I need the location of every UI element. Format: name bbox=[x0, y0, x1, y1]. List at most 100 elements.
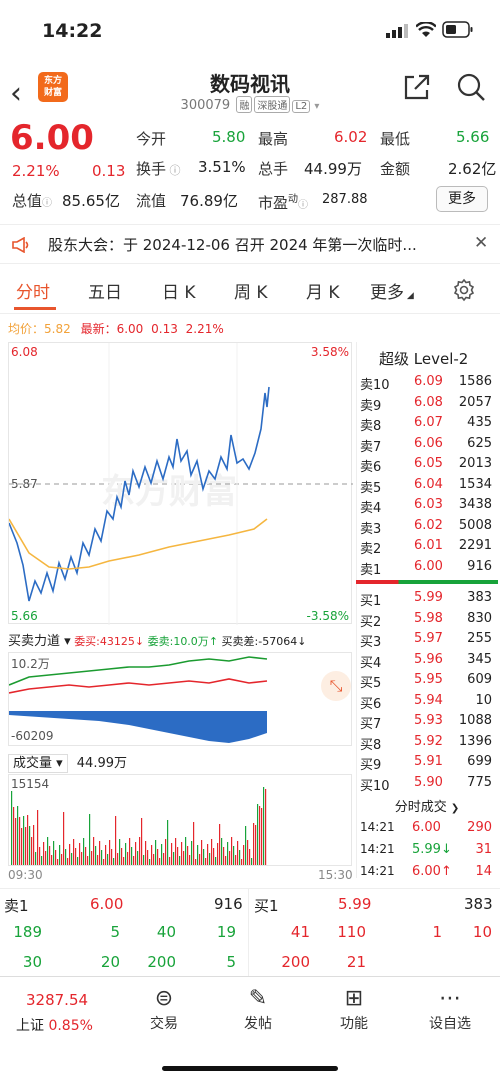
volume-bar bbox=[217, 843, 219, 865]
tab-function[interactable]: ⊞ 功能 bbox=[314, 985, 394, 1033]
volume-bar bbox=[131, 847, 133, 865]
tab-more[interactable]: 更多 ◢ bbox=[370, 283, 414, 303]
ask-row[interactable]: 卖6 6.05 2013 bbox=[360, 456, 496, 477]
tick-volume: 31 bbox=[475, 842, 492, 857]
open-label: 今开 bbox=[136, 130, 167, 148]
expand-icon[interactable]: ⤡ bbox=[321, 671, 351, 701]
tab-daily-k[interactable]: 日 K bbox=[162, 283, 196, 303]
tag-connect: 深股通 bbox=[254, 96, 291, 113]
sell-depth-value: 5 bbox=[226, 953, 236, 971]
ask-row[interactable]: 卖3 6.02 5008 bbox=[360, 518, 496, 539]
dropdown-caret-icon[interactable]: ▾ bbox=[314, 101, 320, 112]
volume-bar bbox=[199, 854, 201, 865]
amount-label: 金额 bbox=[380, 160, 411, 178]
tab-monthly-k[interactable]: 月 K bbox=[306, 283, 340, 303]
avg-latest-line: 均价：5.82 最新：6.00 0.13 2.21% bbox=[8, 322, 224, 336]
tab-weekly-k[interactable]: 周 K bbox=[234, 283, 268, 303]
volume-bar bbox=[229, 851, 231, 865]
low-label: 最低 bbox=[380, 130, 411, 148]
bid-row[interactable]: 买8 5.92 1396 bbox=[360, 734, 496, 755]
sell-depth-value: 30 bbox=[22, 953, 42, 971]
volume-bar bbox=[77, 857, 79, 865]
ask-row[interactable]: 卖10 6.09 1586 bbox=[360, 374, 496, 395]
ask-volume: 916 bbox=[467, 558, 492, 574]
buy-depth-value: 21 bbox=[346, 953, 366, 971]
ask-price: 6.08 bbox=[414, 394, 443, 410]
volume-bar bbox=[57, 859, 59, 865]
tab-intraday[interactable]: 分时 bbox=[16, 283, 50, 303]
volume-bar bbox=[185, 837, 187, 865]
index-widget[interactable]: 3287.54 上证 0.85% bbox=[0, 977, 95, 1037]
sell1-label: 卖1 bbox=[4, 897, 29, 915]
ask-row[interactable]: 卖7 6.06 625 bbox=[360, 436, 496, 457]
bid-row[interactable]: 买10 5.90 775 bbox=[360, 775, 496, 796]
search-icon[interactable] bbox=[456, 72, 486, 102]
bid-level-label: 买1 bbox=[360, 594, 382, 609]
time-end: 15:30 bbox=[318, 868, 353, 882]
volume-bar bbox=[89, 814, 91, 865]
tick-volume: 290 bbox=[467, 820, 492, 835]
ask-row[interactable]: 卖8 6.07 435 bbox=[360, 415, 496, 436]
volume-bar bbox=[243, 845, 245, 865]
ask-volume: 5008 bbox=[458, 517, 492, 533]
volume-bar bbox=[155, 840, 157, 865]
share-icon[interactable] bbox=[402, 72, 432, 102]
volume-bar bbox=[123, 857, 125, 865]
tab-trade[interactable]: ⊜ 交易 bbox=[124, 985, 204, 1033]
bid-row[interactable]: 买3 5.97 255 bbox=[360, 631, 496, 652]
tick-row: 14:21 6.00 290 bbox=[360, 820, 496, 841]
buy1-label: 买1 bbox=[254, 897, 279, 915]
bid-price: 5.98 bbox=[414, 610, 443, 626]
amount-value: 2.62亿 bbox=[448, 160, 497, 178]
pe-value: 287.88 bbox=[322, 192, 368, 207]
bid-row[interactable]: 买2 5.98 830 bbox=[360, 611, 496, 632]
high-value: 6.02 bbox=[334, 128, 368, 146]
volume-bar bbox=[83, 838, 85, 865]
flow-ask-total: 委卖:10.0万 bbox=[147, 635, 209, 648]
flow-selector[interactable]: 买卖力道 ▾ bbox=[8, 634, 71, 649]
volume-bar bbox=[177, 847, 179, 865]
volume-bar bbox=[191, 841, 193, 865]
bid-volume: 1396 bbox=[458, 733, 492, 749]
buy-depth-value: 1 bbox=[432, 923, 442, 941]
ticks-title[interactable]: 分时成交 ❯ bbox=[394, 800, 460, 815]
bid-row[interactable]: 买4 5.96 345 bbox=[360, 652, 496, 673]
settings-gear-icon[interactable] bbox=[452, 278, 476, 302]
volume-selector[interactable]: 成交量 ▾ bbox=[8, 754, 68, 773]
volume-bar bbox=[47, 837, 49, 865]
volume-bar bbox=[215, 857, 217, 865]
bid-row[interactable]: 买7 5.93 1088 bbox=[360, 713, 496, 734]
more-button[interactable]: 更多 bbox=[436, 186, 488, 212]
bid-row[interactable]: 买6 5.94 10 bbox=[360, 693, 496, 714]
bid-volume: 1088 bbox=[458, 713, 492, 728]
bid-row[interactable]: 买9 5.91 699 bbox=[360, 754, 496, 775]
intraday-chart[interactable]: 东方财富 6.08 5.87 5.66 3.58% -3.58% bbox=[8, 342, 353, 625]
bid-row[interactable]: 买5 5.95 609 bbox=[360, 672, 496, 693]
home-indicator bbox=[162, 1066, 338, 1071]
back-chevron-icon[interactable]: ‹ bbox=[10, 76, 22, 111]
sell-depth-value: 20 bbox=[100, 953, 120, 971]
close-icon[interactable]: ✕ bbox=[474, 233, 489, 253]
ask-row[interactable]: 卖1 6.00 916 bbox=[360, 559, 496, 580]
announcement-bar[interactable]: 股东大会：于 2024-12-06 召开 2024 年第一次临时... ✕ bbox=[0, 224, 500, 264]
volume-bars-svg bbox=[11, 787, 267, 865]
volume-bar bbox=[219, 824, 221, 865]
ask-row[interactable]: 卖9 6.08 2057 bbox=[360, 395, 496, 416]
ask-volume: 1534 bbox=[458, 476, 492, 492]
tab-post[interactable]: ✎ 发帖 bbox=[218, 985, 298, 1033]
bid-row[interactable]: 买1 5.99 383 bbox=[360, 590, 496, 611]
tab-add-watchlist[interactable]: ⋯ 设自选 bbox=[410, 985, 490, 1033]
ask-row[interactable]: 卖5 6.04 1534 bbox=[360, 477, 496, 498]
sell-depth-value: 200 bbox=[147, 953, 176, 971]
cell-signal-icon bbox=[386, 24, 408, 38]
ask-volume: 435 bbox=[467, 415, 492, 430]
bid-level-label: 买6 bbox=[360, 696, 382, 712]
bid-volume: 775 bbox=[467, 774, 492, 790]
tab-5day[interactable]: 五日 bbox=[88, 283, 122, 303]
sell1-price: 6.00 bbox=[90, 895, 124, 913]
ask-row[interactable]: 卖4 6.03 3438 bbox=[360, 497, 496, 518]
avg-price: 5.82 bbox=[44, 322, 71, 336]
ask-price: 6.09 bbox=[414, 374, 443, 389]
pct-axis-top: 3.58% bbox=[310, 345, 349, 359]
ask-row[interactable]: 卖2 6.01 2291 bbox=[360, 538, 496, 559]
